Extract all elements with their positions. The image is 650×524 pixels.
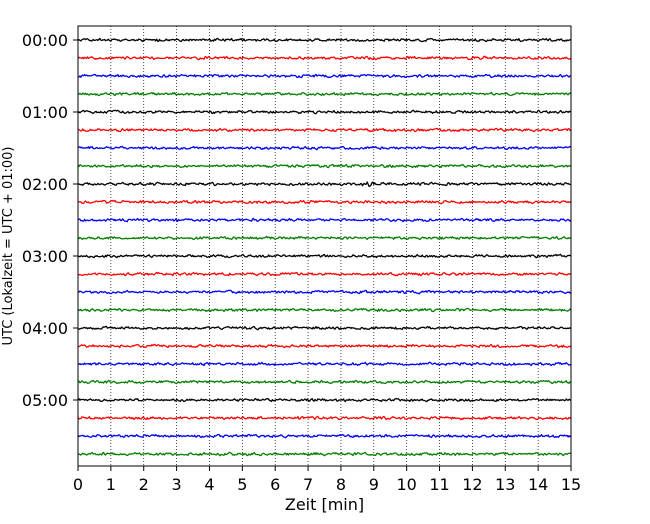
seismic-trace-0345 xyxy=(77,307,572,313)
y-tick-label: 04:00 xyxy=(22,319,68,338)
seismic-trace-0530 xyxy=(77,433,572,439)
x-tick-label: 4 xyxy=(204,475,214,494)
seismic-trace-0130 xyxy=(77,145,572,151)
seismic-trace-0400 xyxy=(77,325,572,331)
x-tick-label: 15 xyxy=(561,475,581,494)
trace-group xyxy=(77,37,572,457)
x-tick-label: 11 xyxy=(429,475,449,494)
x-tick-label: 10 xyxy=(396,475,416,494)
x-tick-label: 14 xyxy=(528,475,548,494)
seismic-trace-0515 xyxy=(77,415,572,421)
y-tick-label: 00:00 xyxy=(22,31,68,50)
y-tick-label: 05:00 xyxy=(22,391,68,410)
seismic-trace-0100 xyxy=(77,109,572,115)
seismic-trace-0000 xyxy=(77,37,572,43)
y-axis-label: UTC (Lokalzeit = UTC + 01:00) xyxy=(1,147,16,346)
seismic-trace-0245 xyxy=(77,235,572,241)
y-tick-label: 03:00 xyxy=(22,247,68,266)
x-tick-label: 0 xyxy=(73,475,83,494)
x-tick-label: 5 xyxy=(237,475,247,494)
plot-frame xyxy=(77,25,572,467)
seismic-trace-0215 xyxy=(77,199,572,205)
seismic-trace-0030 xyxy=(77,73,572,79)
seismic-trace-0315 xyxy=(77,271,572,277)
x-tick-label: 6 xyxy=(270,475,280,494)
seismic-trace-0115 xyxy=(77,127,572,133)
seismic-trace-0045 xyxy=(77,91,572,97)
seismic-trace-0545 xyxy=(77,451,572,457)
x-tick-label: 3 xyxy=(172,475,182,494)
seismic-trace-0445 xyxy=(77,379,572,385)
x-tick-label: 1 xyxy=(106,475,116,494)
vertical-grid-lines xyxy=(110,26,539,466)
seismic-trace-0500 xyxy=(77,397,572,403)
x-tick-label: 12 xyxy=(462,475,482,494)
seismic-trace-0430 xyxy=(77,361,572,367)
seismic-trace-0015 xyxy=(77,55,572,61)
x-axis-label: Zeit [min] xyxy=(285,495,364,514)
seismic-trace-0330 xyxy=(77,289,572,295)
seismic-trace-0200 xyxy=(77,181,572,188)
x-axis: 0 1 2 3 4 5 6 7 8 9 10 11 12 13 14 15 xyxy=(73,466,581,494)
x-tick-label: 2 xyxy=(139,475,149,494)
seismic-trace-0415 xyxy=(77,343,572,349)
seismic-trace-0300 xyxy=(77,253,572,259)
y-tick-label: 02:00 xyxy=(22,175,68,194)
x-tick-label: 13 xyxy=(495,475,515,494)
seismic-trace-0230 xyxy=(77,217,572,223)
seismic-trace-0145 xyxy=(77,163,572,169)
y-axis: 00:00 01:00 02:00 03:00 04:00 05:00 xyxy=(22,31,78,410)
y-tick-label: 01:00 xyxy=(22,103,68,122)
x-tick-label: 9 xyxy=(369,475,379,494)
x-tick-label: 7 xyxy=(303,475,313,494)
x-tick-label: 8 xyxy=(336,475,346,494)
